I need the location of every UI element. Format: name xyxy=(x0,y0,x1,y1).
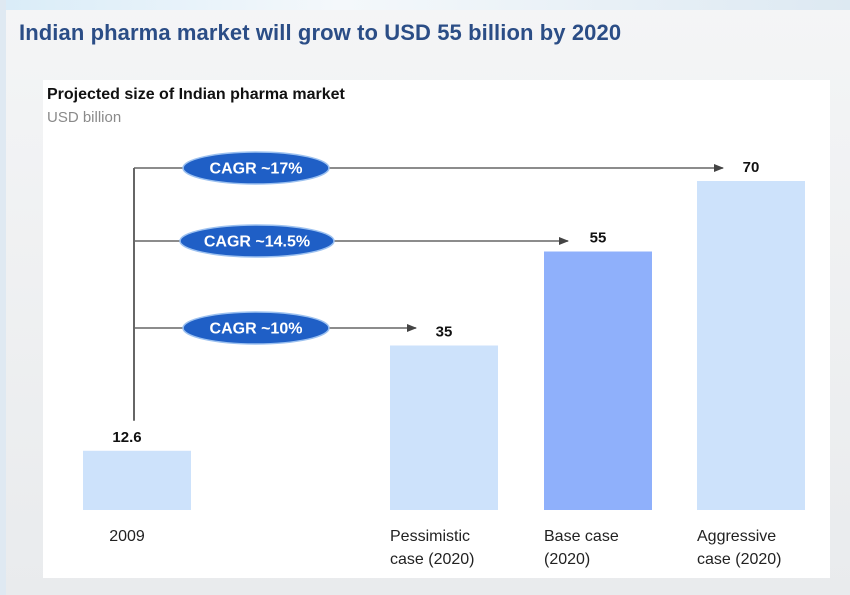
left-decor-strip xyxy=(0,0,6,595)
data-label: 55 xyxy=(590,230,607,247)
category-label: case (2020) xyxy=(390,551,475,568)
data-label: 70 xyxy=(743,159,760,176)
bar xyxy=(83,450,191,510)
chart-title: Projected size of Indian pharma market xyxy=(47,86,345,103)
category-label: case (2020) xyxy=(697,551,782,568)
slide-headline: Indian pharma market will grow to USD 55… xyxy=(19,20,622,45)
category-label: Pessimistic xyxy=(390,528,470,545)
cagr-badge xyxy=(179,224,335,258)
cagr-label: CAGR ~10% xyxy=(210,321,303,338)
bar xyxy=(390,345,498,510)
bar xyxy=(544,251,652,510)
cagr-badge xyxy=(182,151,330,185)
data-label: 12.6 xyxy=(112,429,141,446)
category-label: 2009 xyxy=(109,528,145,545)
category-label: Base case xyxy=(544,528,619,545)
cagr-badge xyxy=(182,311,330,345)
data-label: 35 xyxy=(436,324,453,341)
category-label: (2020) xyxy=(544,551,590,568)
cagr-label: CAGR ~17% xyxy=(210,161,303,178)
top-decor-strip xyxy=(0,0,850,10)
bar xyxy=(697,181,805,510)
cagr-label: CAGR ~14.5% xyxy=(204,234,310,251)
category-label: Aggressive xyxy=(697,528,776,545)
chart-subtitle: USD billion xyxy=(47,109,122,126)
